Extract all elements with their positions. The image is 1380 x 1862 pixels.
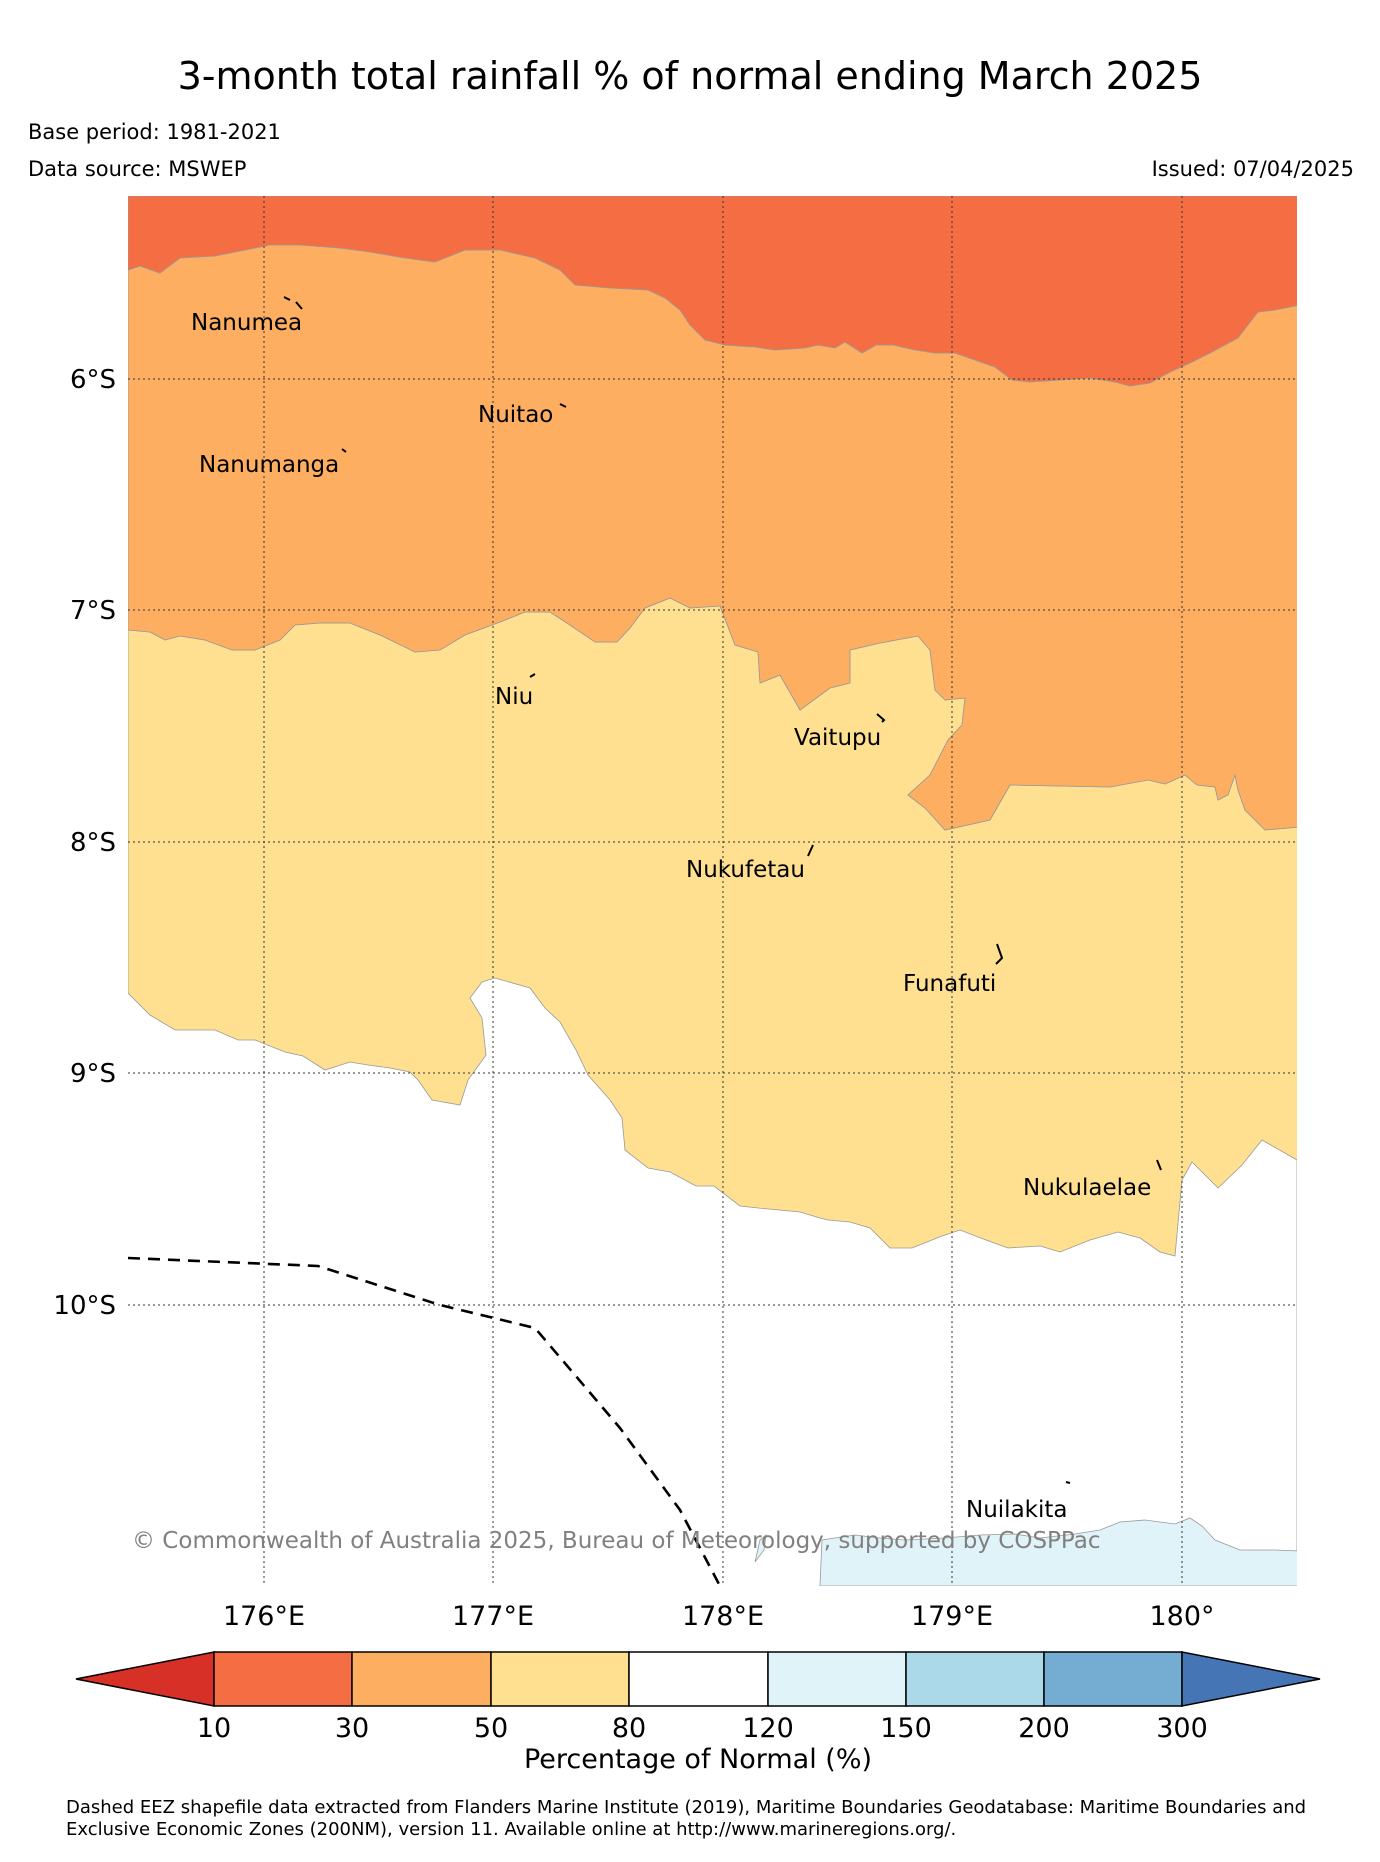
colorbar-tick-50: 50 (474, 1713, 508, 1744)
vaitupu-atoll (876, 713, 886, 723)
lon-label-177e: 177°E (452, 1601, 534, 1632)
colorbar (75, 1651, 1321, 1707)
lat-label-6s: 6°S (70, 365, 116, 395)
nukulaelae-atoll (1156, 1159, 1162, 1171)
map-graticule (128, 196, 1297, 1586)
colorbar-tick-10: 10 (197, 1713, 231, 1744)
place-nanumea: Nanumea (191, 310, 302, 336)
lon-label-179e: 179°E (911, 1601, 993, 1632)
colorbar-tick-300: 300 (1156, 1713, 1208, 1744)
lon-label-176e: 176°E (223, 1601, 305, 1632)
lat-label-8s: 8°S (70, 828, 116, 858)
colorbar-tick-200: 200 (1018, 1713, 1070, 1744)
lon-label-178e: 178°E (682, 1601, 764, 1632)
copyright-watermark: © Commonwealth of Australia 2025, Bureau… (132, 1528, 1101, 1554)
map-plot-area (128, 196, 1297, 1586)
colorbar-label: Percentage of Normal (%) (524, 1744, 872, 1775)
lon-label-180: 180° (1149, 1601, 1214, 1632)
colorbar-tick-30: 30 (335, 1713, 369, 1744)
colorbar-swatch-30-50 (351, 1651, 492, 1707)
nanumanga-atoll (341, 448, 347, 453)
colorbar-swatch-120-150 (767, 1651, 907, 1707)
lat-label-9s: 9°S (70, 1059, 116, 1089)
footnote: Dashed EEZ shapefile data extracted from… (66, 1797, 1307, 1840)
colorbar-tick-80: 80 (612, 1713, 646, 1744)
place-niu: Niu (495, 684, 533, 710)
band-10-30 (128, 196, 1297, 387)
band-120-150 (819, 1517, 1297, 1586)
place-nuilakita: Nuilakita (966, 1497, 1067, 1523)
colorbar-swatch-10-30 (213, 1651, 353, 1707)
nuilakita-atoll (1065, 1481, 1071, 1484)
eez-boundary-line (128, 1256, 722, 1586)
data-source-label: Data source: MSWEP (28, 157, 247, 181)
nanumea-atoll (283, 296, 303, 310)
lat-label-10s: 10°S (53, 1291, 116, 1321)
colorbar-tick-150: 150 (880, 1713, 932, 1744)
colorbar-swatch-200-300 (1043, 1651, 1183, 1707)
funafuti-atoll (995, 943, 1004, 965)
place-funafuti: Funafuti (903, 971, 996, 997)
island-outlines (283, 296, 1162, 1484)
colorbar-swatch-50-80 (490, 1651, 630, 1707)
place-nanumanga: Nanumanga (199, 452, 339, 478)
lat-label-7s: 7°S (70, 596, 116, 626)
place-nukulaelae: Nukulaelae (1023, 1175, 1151, 1201)
place-nukufetau: Nukufetau (686, 857, 805, 883)
colorbar-ticks: 10 30 50 80 120 150 200 300 (197, 1713, 1208, 1744)
issued-date-label: Issued: 07/04/2025 (1151, 157, 1354, 181)
nukufetau-atoll (807, 844, 814, 857)
niu-atoll (529, 673, 536, 678)
base-period-label: Base period: 1981-2021 (28, 120, 281, 144)
band-120-150-islet (754, 1534, 767, 1563)
place-nuitao: Nuitao (478, 402, 553, 428)
colorbar-tick-120: 120 (742, 1713, 794, 1744)
colorbar-extend-low (75, 1651, 215, 1707)
colorbar-swatch-80-120 (628, 1651, 769, 1707)
chart-title: 3-month total rainfall % of normal endin… (177, 54, 1203, 98)
colorbar-extend-high (1181, 1651, 1321, 1707)
nuitao-atoll (559, 403, 567, 408)
colorbar-swatch-150-200 (905, 1651, 1045, 1707)
place-vaitupu: Vaitupu (794, 725, 881, 751)
